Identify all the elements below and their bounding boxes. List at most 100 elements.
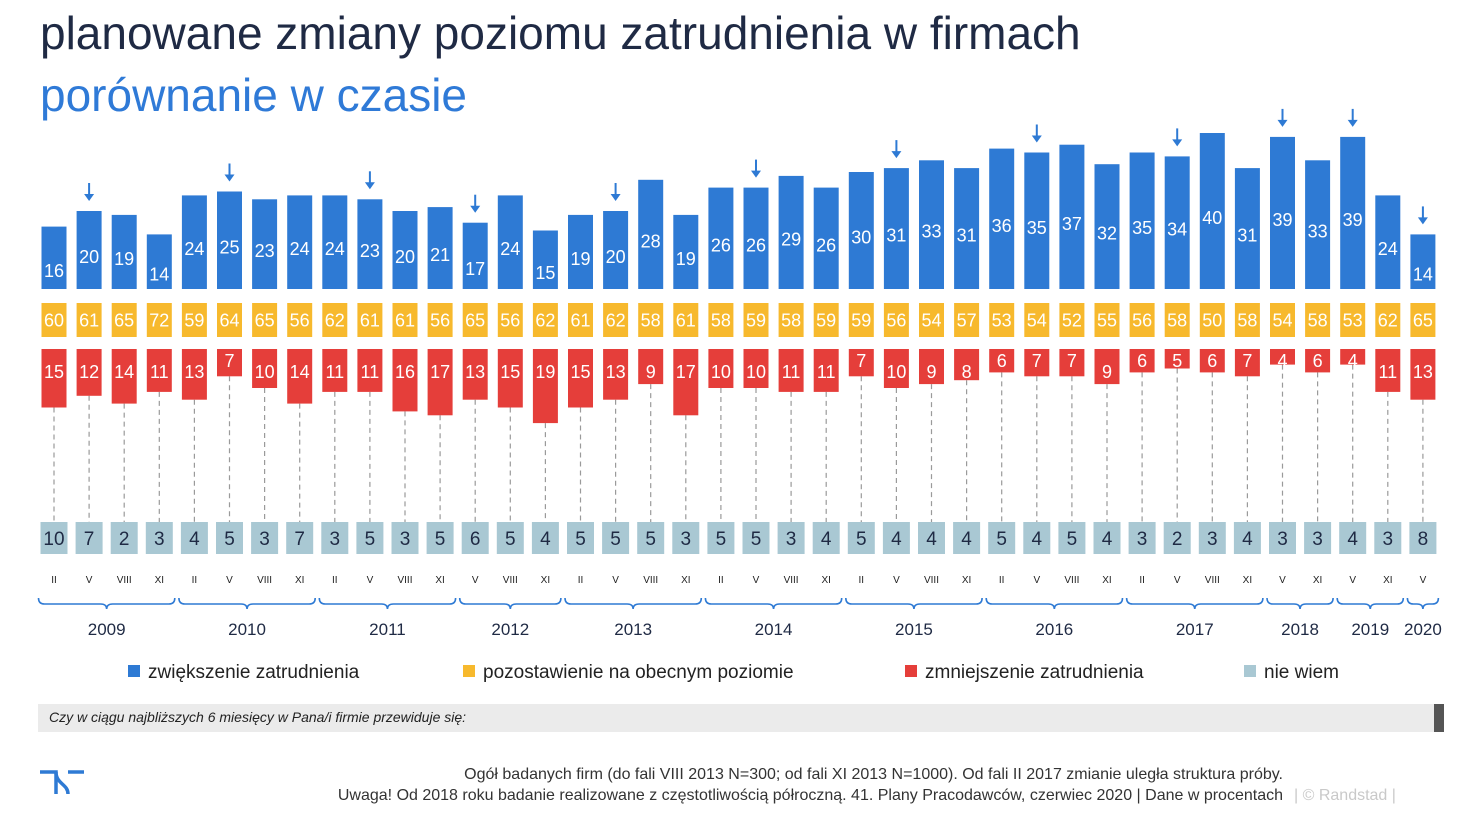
decrease-bar	[743, 349, 769, 388]
decrease-value-label: 11	[361, 362, 380, 382]
wave-label: II	[999, 575, 1005, 586]
decrease-bar	[813, 349, 839, 392]
dontknow-value-label: 6	[470, 529, 481, 550]
wave-label: XI	[435, 575, 444, 586]
keep-value-label: 58	[781, 311, 801, 331]
keep-bar	[1164, 303, 1190, 337]
survey-question-text: Czy w ciągu najbliższych 6 miesięcy w Pa…	[49, 709, 467, 725]
decrease-bar	[1305, 349, 1331, 373]
dontknow-bar	[286, 522, 314, 554]
keep-value-label: 64	[219, 311, 239, 331]
increase-value-label: 26	[746, 235, 766, 255]
dontknow-value-label: 10	[43, 529, 64, 550]
keep-value-label: 59	[816, 311, 836, 331]
increase-value-label: 26	[816, 235, 836, 255]
decrease-value-label: 17	[676, 362, 696, 382]
chart-legend: zwiększenie zatrudnienia pozostawienie n…	[0, 662, 1469, 688]
increase-bar	[1094, 164, 1120, 289]
keep-bar	[1129, 303, 1155, 337]
keep-value-label: 58	[1167, 311, 1187, 331]
year-label: 2010	[228, 620, 266, 639]
increase-bar	[954, 168, 980, 289]
decrease-value-label: 11	[817, 362, 836, 382]
increase-value-label: 19	[570, 249, 590, 269]
wave-label: II	[1139, 575, 1145, 586]
increase-value-label: 24	[184, 239, 204, 259]
arrow-head	[84, 194, 95, 201]
legend-swatch-keep	[463, 664, 475, 677]
wave-label: VIII	[117, 575, 132, 586]
decrease-bar	[638, 349, 664, 385]
increase-bar	[989, 148, 1015, 289]
decrease-value-label: 14	[114, 362, 134, 382]
dontknow-value-label: 5	[1067, 529, 1078, 550]
dontknow-value-label: 5	[645, 529, 656, 550]
dontknow-bar	[1233, 522, 1261, 554]
dontknow-bar	[40, 522, 68, 554]
keep-value-label: 52	[1062, 311, 1082, 331]
decrease-bar	[1164, 349, 1190, 369]
decrease-value-label: 7	[224, 351, 234, 371]
keep-value-label: 65	[1413, 311, 1433, 331]
keep-value-label: 62	[1378, 311, 1398, 331]
dontknow-bar	[707, 522, 735, 554]
employment-chart: 16601510II2061127V1965142VIII1472113XI24…	[37, 108, 1442, 639]
dontknow-bar	[1058, 522, 1086, 554]
keep-value-label: 57	[957, 311, 977, 331]
keep-value-label: 53	[992, 311, 1012, 331]
dontknow-value-label: 3	[1383, 529, 1394, 550]
increase-value-label: 33	[921, 222, 941, 242]
wave-label: II	[192, 575, 198, 586]
dontknow-value-label: 5	[856, 529, 867, 550]
dontknow-value-label: 5	[996, 529, 1007, 550]
wave-label: II	[718, 575, 724, 586]
dontknow-value-label: 8	[1418, 529, 1429, 550]
legend-item-keep: pozostawienie na obecnym poziomie	[463, 662, 794, 684]
year-label: 2018	[1281, 620, 1319, 639]
increase-value-label: 23	[255, 241, 275, 261]
increase-bar	[287, 195, 313, 289]
increase-bar	[1340, 136, 1366, 289]
increase-bar	[1375, 195, 1401, 289]
dontknow-value-label: 3	[1207, 529, 1218, 550]
decrease-bar	[146, 349, 172, 392]
arrow-head	[364, 182, 375, 190]
dontknow-value-label: 2	[119, 529, 130, 550]
scrollbar-handle[interactable]	[1434, 704, 1444, 732]
wave-label: II	[332, 575, 338, 586]
year-brace	[1406, 597, 1440, 610]
dontknow-value-label: 4	[891, 529, 902, 550]
dontknow-value-label: 4	[1347, 529, 1358, 550]
wave-label: XI	[1313, 575, 1322, 586]
increase-bar	[41, 226, 67, 289]
keep-value-label: 62	[535, 311, 555, 331]
increase-value-label: 31	[886, 226, 906, 246]
wave-label: V	[1349, 575, 1356, 586]
increase-value-label: 39	[1343, 210, 1363, 230]
dontknow-value-label: 4	[1032, 529, 1043, 550]
wave-label: XI	[1243, 575, 1252, 586]
increase-bar	[1234, 168, 1260, 289]
decrease-value-label: 11	[782, 362, 801, 382]
increase-value-label: 24	[290, 239, 310, 259]
wave-label: XI	[962, 575, 971, 586]
increase-bar	[1024, 152, 1050, 289]
keep-bar	[708, 303, 734, 337]
keep-bar	[919, 303, 944, 337]
year-label: 2012	[491, 620, 529, 639]
increase-bar	[883, 168, 909, 289]
increase-value-label: 24	[325, 239, 345, 259]
decrease-value-label: 5	[1172, 351, 1182, 371]
legend-swatch-dontknow	[1244, 664, 1256, 677]
keep-value-label: 62	[606, 311, 626, 331]
decrease-bar	[497, 349, 523, 408]
keep-value-label: 56	[886, 311, 906, 331]
year-label: 2011	[369, 620, 406, 639]
dontknow-bar	[1409, 522, 1437, 554]
dontknow-value-label: 3	[1312, 529, 1323, 550]
keep-bar	[638, 303, 664, 337]
increase-bar	[1305, 160, 1331, 289]
year-brace	[704, 597, 843, 610]
increase-bar	[1059, 144, 1085, 289]
keep-bar	[568, 303, 593, 337]
